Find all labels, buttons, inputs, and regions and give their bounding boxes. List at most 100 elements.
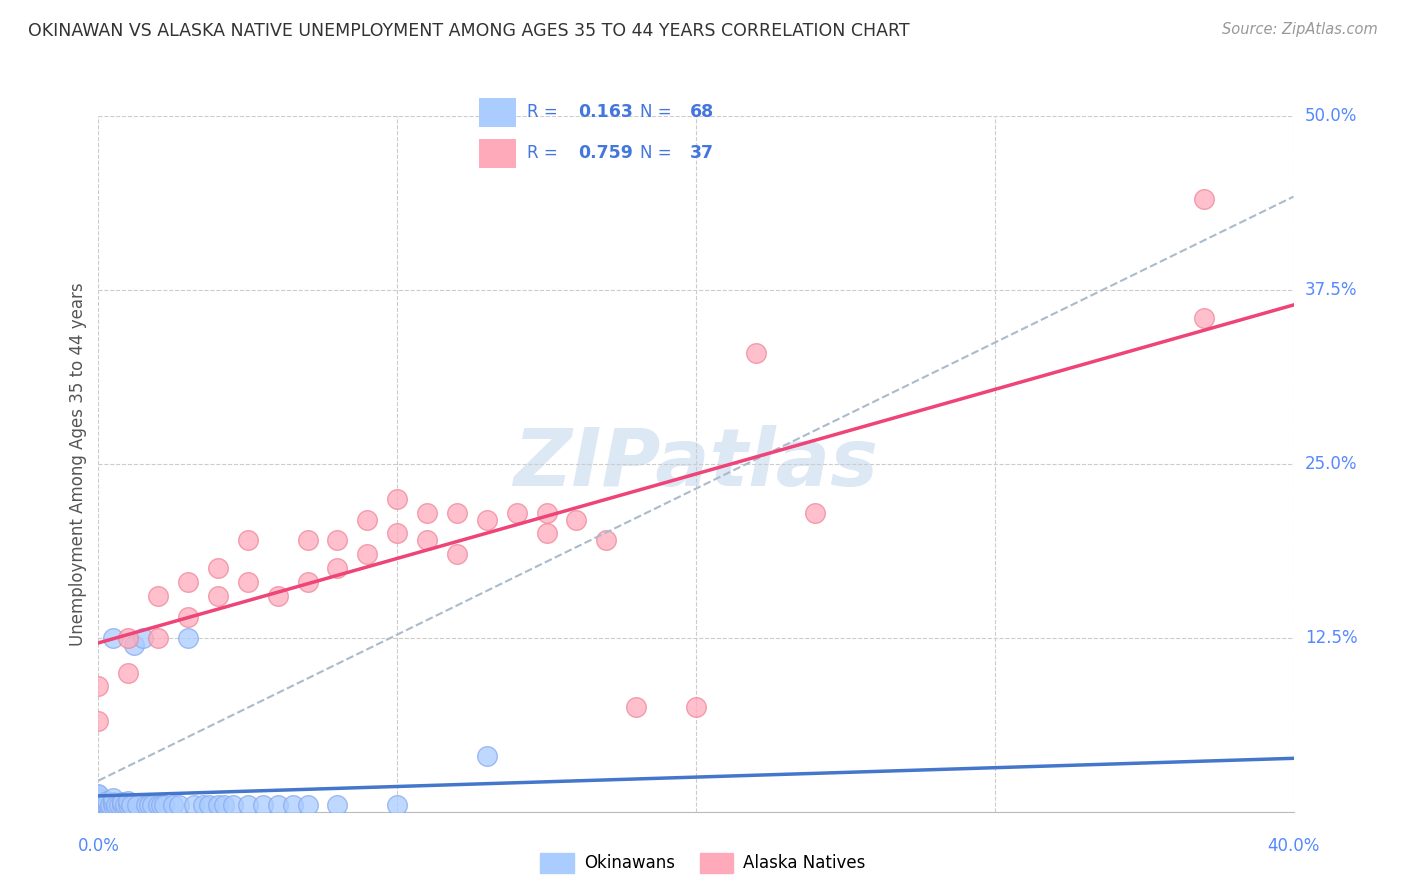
Point (385, 491, 409, 506)
Point (87, 805, 110, 819)
Point (103, 631, 125, 645)
Point (207, 797, 229, 812)
Text: Source: ZipAtlas.com: Source: ZipAtlas.com (1222, 22, 1378, 37)
Point (475, 512, 498, 526)
Point (87, 794, 110, 808)
Point (297, 575, 319, 590)
Text: 12.5%: 12.5% (1305, 629, 1357, 647)
Point (236, 575, 259, 590)
Point (167, 797, 190, 812)
Text: 25.0%: 25.0% (1305, 455, 1357, 473)
Point (267, 589, 290, 603)
Point (536, 506, 558, 520)
Point (87, 790, 110, 805)
Point (117, 631, 139, 645)
Point (475, 749, 498, 764)
Point (506, 506, 529, 520)
Point (96, 794, 118, 808)
Point (103, 797, 125, 812)
Point (153, 797, 176, 812)
Point (222, 797, 245, 812)
Point (252, 797, 274, 812)
Point (87, 805, 110, 819)
Point (87, 802, 110, 816)
FancyBboxPatch shape (479, 139, 516, 168)
Point (87, 797, 110, 812)
Point (98, 800, 122, 814)
Point (87, 799, 110, 814)
Point (326, 797, 349, 812)
Point (198, 797, 221, 812)
Point (103, 795, 125, 809)
Point (446, 506, 468, 520)
Point (162, 797, 184, 812)
Point (267, 797, 290, 812)
Point (98, 797, 122, 812)
Point (177, 631, 200, 645)
Point (96, 797, 118, 812)
Point (236, 797, 259, 812)
Point (416, 533, 439, 548)
Point (87, 800, 110, 814)
Point (111, 797, 134, 812)
Point (87, 805, 110, 819)
Point (446, 547, 468, 561)
Point (87, 788, 110, 802)
Text: 0.759: 0.759 (578, 145, 633, 162)
Point (356, 547, 378, 561)
Point (212, 797, 235, 812)
Point (281, 797, 304, 812)
Point (356, 512, 378, 526)
Point (1192, 310, 1215, 325)
Text: 0.0%: 0.0% (77, 837, 120, 855)
Point (87, 794, 110, 808)
Point (207, 561, 229, 575)
Point (135, 797, 157, 812)
Point (87, 797, 110, 812)
Point (124, 638, 146, 652)
Point (624, 700, 647, 714)
Point (416, 506, 439, 520)
Point (87, 797, 110, 812)
Text: 0.163: 0.163 (578, 103, 633, 121)
Point (120, 797, 142, 812)
Point (87, 805, 110, 819)
Point (326, 561, 349, 575)
Point (87, 797, 110, 812)
Point (87, 805, 110, 819)
Point (177, 575, 200, 590)
Point (236, 533, 259, 548)
Point (87, 797, 110, 812)
Point (297, 533, 319, 548)
Point (117, 797, 139, 812)
Point (117, 665, 139, 680)
Point (297, 797, 319, 812)
Legend: Okinawans, Alaska Natives: Okinawans, Alaska Natives (534, 847, 872, 880)
Point (685, 700, 707, 714)
Point (745, 345, 768, 359)
Text: ZIPatlas: ZIPatlas (513, 425, 879, 503)
Text: 50.0%: 50.0% (1305, 107, 1357, 125)
Point (141, 797, 163, 812)
Point (148, 631, 170, 645)
Text: 68: 68 (690, 103, 714, 121)
Text: R =: R = (527, 103, 564, 121)
Point (207, 589, 229, 603)
Point (385, 526, 409, 541)
FancyBboxPatch shape (479, 98, 516, 127)
Point (595, 533, 617, 548)
Text: R =: R = (527, 145, 564, 162)
Point (150, 797, 173, 812)
Point (148, 797, 170, 812)
Y-axis label: Unemployment Among Ages 35 to 44 years: Unemployment Among Ages 35 to 44 years (69, 282, 87, 646)
Point (132, 631, 155, 645)
Point (87, 792, 110, 806)
Point (87, 805, 110, 819)
Text: 37.5%: 37.5% (1305, 281, 1357, 299)
Point (108, 797, 131, 812)
Point (114, 797, 136, 812)
Point (105, 797, 128, 812)
Point (103, 790, 125, 805)
Point (138, 797, 160, 812)
Point (87, 680, 110, 694)
